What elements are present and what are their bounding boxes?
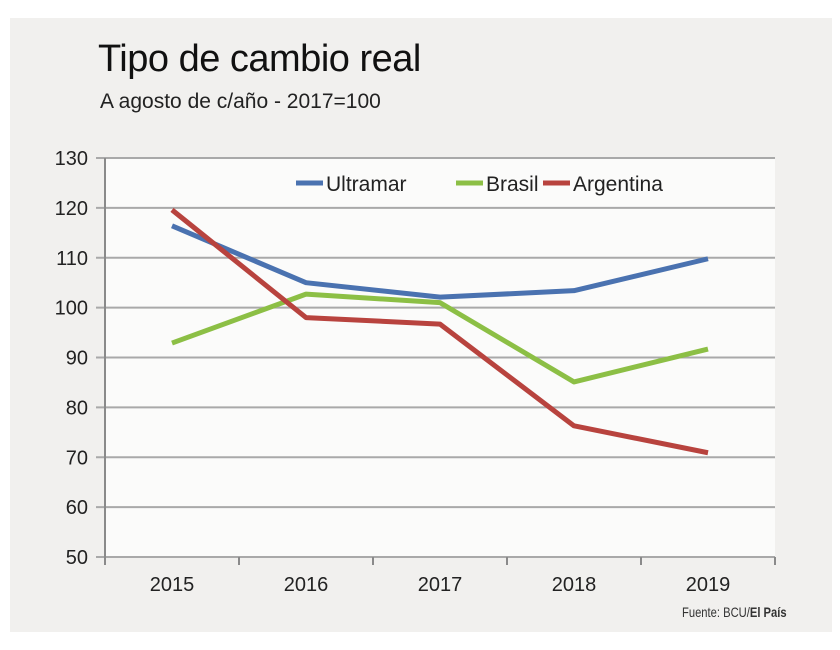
- y-tick-label: 70: [66, 447, 88, 469]
- x-tick-label: 2019: [686, 574, 731, 596]
- source-prefix: Fuente: BCU/: [682, 604, 750, 620]
- y-tick-label: 60: [66, 497, 88, 519]
- chart-title: Tipo de cambio real: [98, 38, 421, 80]
- y-tick-label: 100: [55, 298, 88, 320]
- source-bold: El País: [749, 604, 787, 620]
- y-tick-label: 80: [66, 397, 88, 419]
- legend-label: Ultramar: [326, 173, 407, 196]
- y-tick-label: 120: [55, 198, 88, 220]
- series-line-argentina: [170, 207, 709, 456]
- series-line-brasil: [171, 291, 709, 385]
- chart-subtitle: A agosto de c/año - 2017=100: [100, 90, 381, 113]
- y-tick-label: 90: [66, 348, 88, 370]
- x-tick-label: 2017: [418, 574, 463, 596]
- y-tick-label: 50: [66, 547, 88, 569]
- x-tick-label: 2016: [284, 574, 329, 596]
- y-tick-label: 130: [55, 148, 88, 170]
- legend-label: Brasil: [486, 173, 539, 196]
- legend-label: Argentina: [573, 173, 663, 196]
- x-tick-label: 2015: [150, 574, 195, 596]
- series-line-ultramar: [171, 223, 709, 300]
- source-note: Fuente: BCU/El País: [682, 604, 787, 620]
- x-tick-label: 2018: [552, 574, 597, 596]
- y-tick-label: 110: [56, 248, 88, 270]
